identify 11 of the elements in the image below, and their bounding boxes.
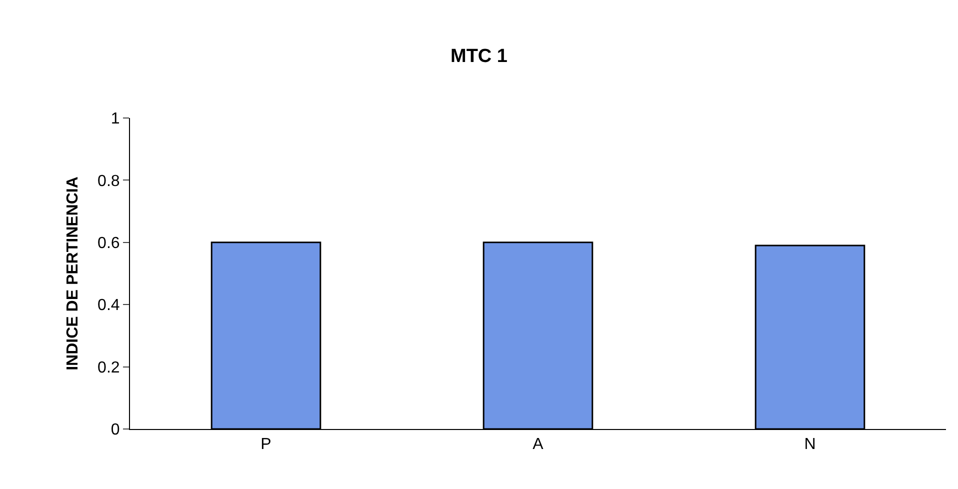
y-tick-label: 0.8 xyxy=(98,172,120,190)
y-tick-label: 0 xyxy=(110,422,120,439)
y-tick-label: 0.4 xyxy=(98,297,120,314)
chart-title: MTC 1 xyxy=(450,46,508,68)
x-tick-label: A xyxy=(532,436,544,454)
y-tick-label: 1 xyxy=(110,110,120,128)
y-tick-label: 0.6 xyxy=(98,235,120,252)
x-tick-label: P xyxy=(260,436,272,454)
y-tick-label: 0.2 xyxy=(98,359,120,376)
x-tick-label: N xyxy=(804,436,816,454)
y-axis-title: INDICE DE PERTINENCIA xyxy=(64,176,82,370)
